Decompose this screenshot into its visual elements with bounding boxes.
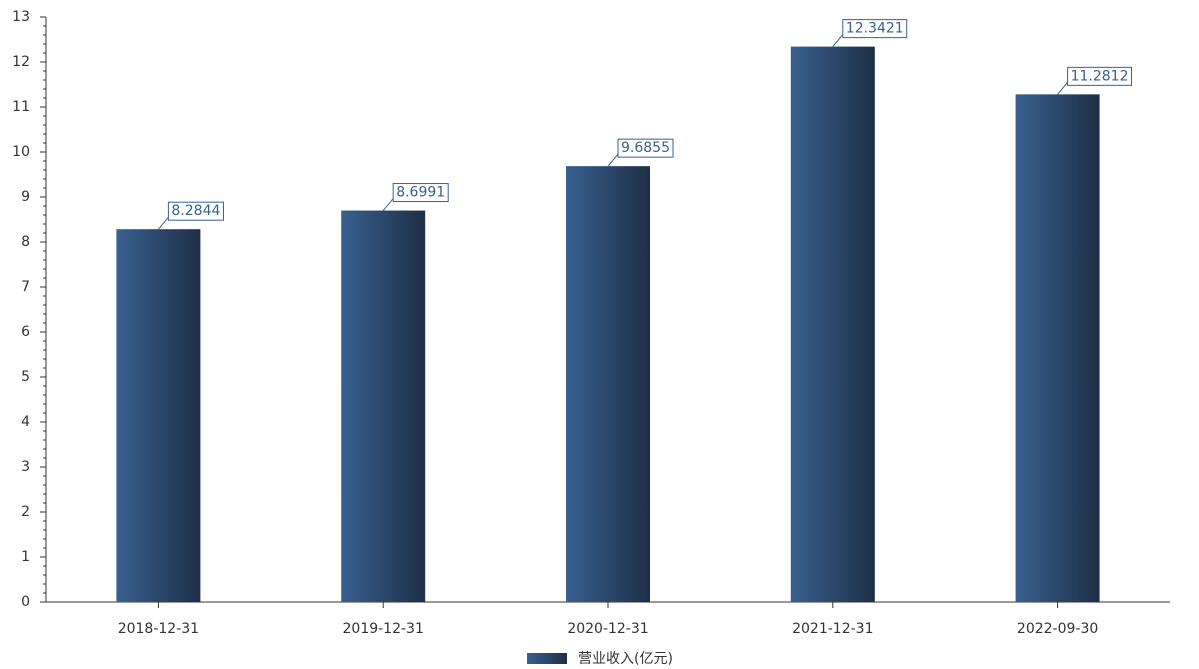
x-tick-label: 2019-12-31 — [343, 621, 424, 637]
bar — [566, 166, 650, 602]
data-label-box — [1067, 66, 1133, 86]
y-tick-label: 11 — [12, 99, 30, 115]
data-label: 11.2812 — [1071, 68, 1129, 84]
y-tick-label: 1 — [21, 549, 30, 565]
x-tick-label: 2022-09-30 — [1017, 621, 1098, 637]
bar — [1015, 94, 1100, 602]
x-tick-label: 2018-12-31 — [118, 621, 199, 637]
bar — [341, 210, 426, 602]
legend-swatch — [527, 653, 567, 664]
leader-line — [382, 198, 394, 211]
y-tick-label: 7 — [21, 279, 30, 295]
bar — [116, 229, 201, 602]
y-tick-label: 5 — [21, 369, 30, 385]
y-tick-label: 4 — [21, 414, 30, 430]
data-label: 8.2844 — [171, 203, 220, 219]
y-tick-label: 2 — [21, 504, 30, 520]
x-tick-label: 2020-12-31 — [567, 621, 648, 637]
leader-line — [158, 216, 169, 230]
data-label: 8.6991 — [396, 185, 445, 201]
data-label-box — [617, 138, 674, 158]
leader-line — [607, 153, 619, 167]
leader-line — [1057, 82, 1068, 95]
data-label-box — [842, 19, 908, 39]
legend-label: 营业收入(亿元) — [578, 651, 673, 667]
y-tick-label: 8 — [21, 234, 30, 250]
data-label: 9.6855 — [621, 140, 670, 156]
y-tick-label: 0 — [21, 594, 30, 610]
x-tick-label: 2021-12-31 — [792, 621, 873, 637]
y-tick-label: 10 — [12, 144, 30, 160]
y-tick-label: 9 — [21, 189, 30, 205]
data-label: 12.3421 — [846, 21, 904, 37]
data-label-box — [167, 201, 224, 221]
bar — [790, 46, 875, 603]
y-tick-label: 12 — [12, 54, 30, 70]
leader-line — [832, 34, 844, 47]
y-tick-label: 3 — [21, 459, 30, 475]
y-tick-label: 6 — [21, 324, 30, 340]
data-label-box — [392, 183, 449, 203]
y-tick-label: 13 — [12, 9, 30, 25]
